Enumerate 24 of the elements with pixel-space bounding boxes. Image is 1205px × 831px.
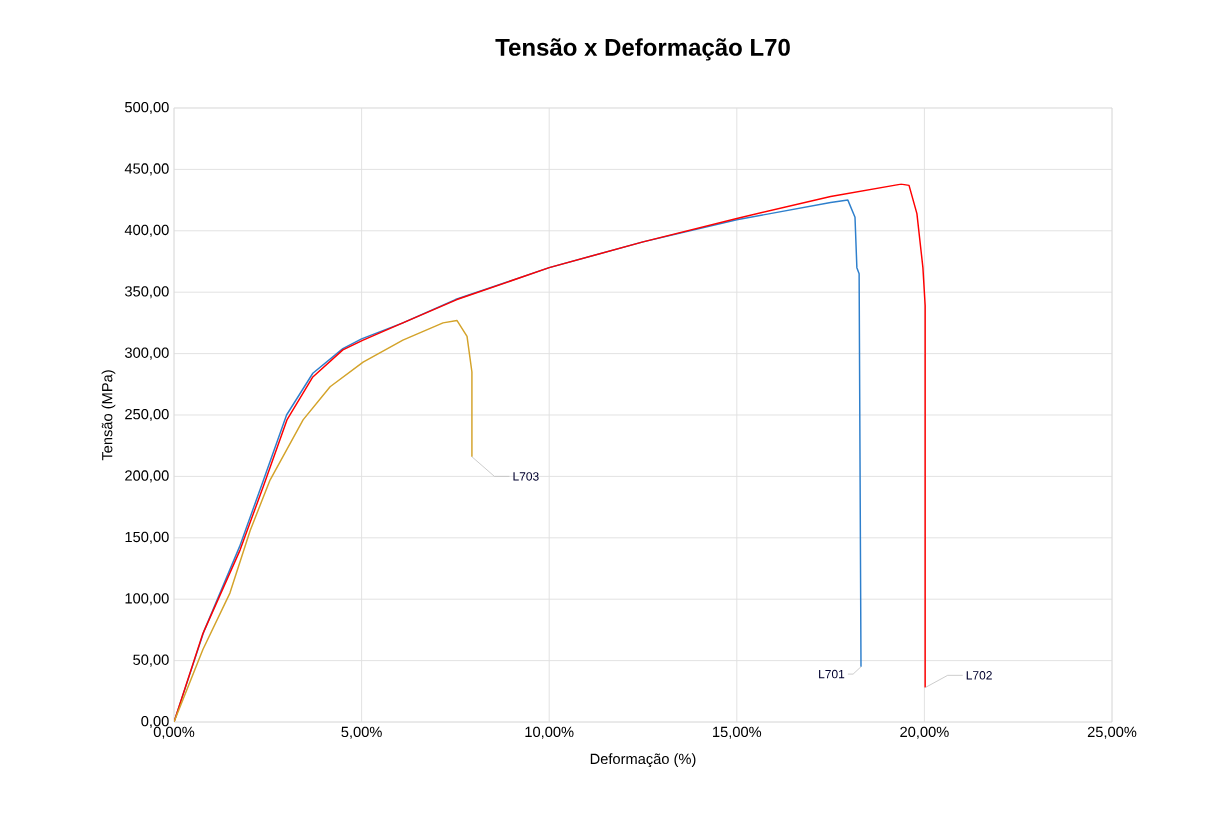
y-tick-label: 300,00 bbox=[125, 347, 169, 360]
y-tick-label: 500,00 bbox=[125, 101, 169, 115]
text: L702 bbox=[966, 671, 992, 680]
x-tick-label: 25,00% bbox=[1087, 726, 1137, 739]
y-axis-title: Tensão (MPa) bbox=[101, 370, 116, 461]
y-tick-label: 150,00 bbox=[125, 531, 169, 544]
x-axis-title: Deformação (%) bbox=[590, 753, 696, 768]
y-tick-label: 250,00 bbox=[125, 408, 169, 422]
x-tick-label: 10,00% bbox=[525, 726, 574, 739]
y-tick-label: 100,00 bbox=[125, 593, 169, 606]
y-tick-label: 50,00 bbox=[133, 654, 169, 667]
x-tick-label: 5,00% bbox=[341, 726, 382, 739]
y-tick-label: 200,00 bbox=[125, 470, 169, 483]
y-tick-label: 400,00 bbox=[124, 224, 169, 237]
y-tick-label: 0,00 bbox=[141, 715, 169, 729]
line-series bbox=[174, 319, 473, 722]
text: L703 bbox=[513, 472, 539, 481]
x-tick-label: 20,00% bbox=[900, 726, 949, 739]
x-tick-label: 15,00% bbox=[713, 726, 762, 739]
series-label: L701 bbox=[819, 669, 845, 679]
y-tick-label: 450,00 bbox=[124, 163, 169, 176]
chart-title: Tensão x Deformação L70 bbox=[495, 38, 790, 61]
y-tick-label: 350,00 bbox=[125, 286, 169, 299]
x-tick-label: 0,00% bbox=[153, 726, 195, 739]
